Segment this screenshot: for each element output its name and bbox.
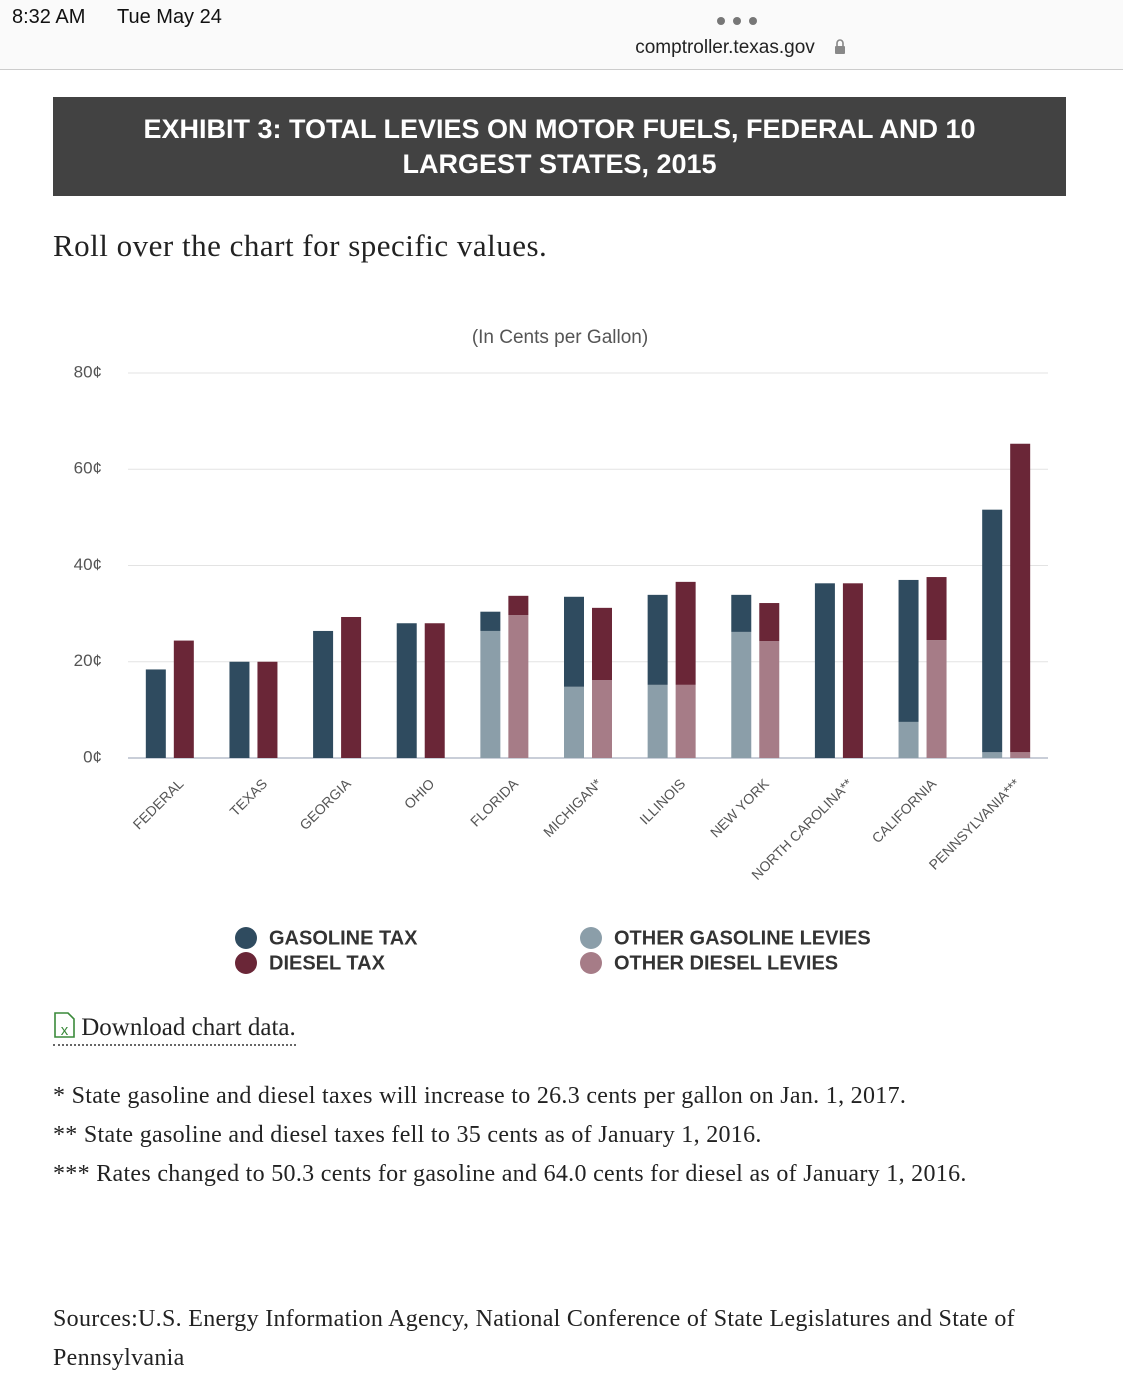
exhibit-title: EXHIBIT 3: TOTAL LEVIES ON MOTOR FUELS, … bbox=[53, 97, 1066, 196]
chart-subtitle: (In Cents per Gallon) bbox=[472, 327, 648, 348]
url[interactable]: comptroller.texas.gov bbox=[635, 37, 815, 58]
legend-swatch bbox=[580, 952, 602, 974]
legend-label: GASOLINE TAX bbox=[269, 927, 418, 949]
bar-segment bbox=[508, 595, 529, 616]
bar-segment bbox=[675, 684, 696, 758]
bar-segment bbox=[313, 630, 334, 758]
bar-segment bbox=[173, 640, 194, 758]
x-tick-label: PENNSYLVANIA*** bbox=[926, 775, 1024, 873]
bar-segment bbox=[731, 631, 752, 758]
y-tick-label: 60¢ bbox=[74, 459, 102, 478]
footnotes: * State gasoline and diesel taxes will i… bbox=[53, 1077, 1068, 1194]
time: 8:32 AM bbox=[12, 6, 86, 28]
download-text[interactable]: Download chart data. bbox=[81, 1014, 296, 1041]
y-tick-label: 0¢ bbox=[83, 747, 102, 766]
bar-segment bbox=[814, 583, 835, 758]
x-tick-label: MICHIGAN* bbox=[540, 775, 605, 840]
svg-text:x: x bbox=[61, 1022, 69, 1038]
bar-segment bbox=[842, 583, 863, 758]
legend-swatch bbox=[580, 927, 602, 949]
status-bar: 8:32 AM Tue May 24 comptroller.texas.gov bbox=[0, 0, 1123, 70]
bar-segment bbox=[257, 661, 278, 758]
footnote: * State gasoline and diesel taxes will i… bbox=[53, 1083, 907, 1109]
bar-segment bbox=[675, 581, 696, 685]
bar-segment bbox=[564, 596, 584, 687]
bar-segment bbox=[564, 686, 584, 758]
menu-dots[interactable] bbox=[716, 16, 758, 26]
x-tick-label: FEDERAL bbox=[130, 775, 187, 832]
x-tick-label: NEW YORK bbox=[707, 775, 773, 841]
y-tick-label: 40¢ bbox=[74, 555, 102, 574]
x-tick-label: TEXAS bbox=[226, 775, 270, 819]
legend-label: OTHER DIESEL LEVIES bbox=[614, 952, 838, 974]
x-tick-label: OHIO bbox=[401, 775, 438, 812]
legend-swatch bbox=[235, 952, 257, 974]
bar-segment bbox=[396, 623, 417, 758]
legend-label: OTHER GASOLINE LEVIES bbox=[614, 927, 871, 949]
excel-icon: x bbox=[54, 1012, 75, 1039]
bar-segment bbox=[647, 594, 668, 685]
bar-segment bbox=[592, 607, 612, 681]
bar-segment bbox=[759, 641, 780, 758]
bar-segment bbox=[982, 752, 1003, 758]
x-tick-label: ILLINOIS bbox=[636, 775, 688, 827]
chart: (In Cents per Gallon) 0¢ 20¢ 40¢ 60¢ 80¢ FEDE… bbox=[74, 327, 1048, 974]
bar-segment bbox=[508, 615, 529, 758]
x-tick-label: FLORIDA bbox=[467, 775, 522, 830]
bar-segment bbox=[982, 509, 1003, 753]
bar-segment bbox=[898, 579, 919, 722]
x-tick-label: GEORGIA bbox=[296, 775, 354, 833]
legend-swatch bbox=[235, 927, 257, 949]
date: Tue May 24 bbox=[117, 6, 222, 28]
x-tick-label: CALIFORNIA bbox=[869, 775, 940, 846]
bar-segment bbox=[1010, 443, 1031, 753]
bar-segment bbox=[647, 684, 668, 758]
y-tick-label: 80¢ bbox=[74, 362, 102, 381]
bar-segment bbox=[926, 577, 947, 641]
sources: Sources:U.S. Energy Information Agency, … bbox=[53, 1306, 1015, 1371]
y-tick-label: 20¢ bbox=[74, 651, 102, 670]
bar-segment bbox=[145, 669, 166, 758]
bar-segment bbox=[926, 640, 947, 758]
bar-segment bbox=[480, 630, 501, 758]
legend-label: DIESEL TAX bbox=[269, 952, 386, 974]
bar-segment bbox=[592, 680, 612, 758]
bar-segment bbox=[759, 603, 780, 642]
footnote: *** Rates changed to 50.3 cents for gaso… bbox=[53, 1161, 967, 1187]
bar-segment bbox=[731, 594, 752, 632]
bar-segment bbox=[229, 661, 250, 758]
download-link[interactable]: x Download chart data. bbox=[53, 1012, 296, 1046]
bar-segment bbox=[1010, 752, 1031, 758]
footnote: ** State gasoline and diesel taxes fell … bbox=[53, 1122, 762, 1148]
bar-segment bbox=[898, 721, 919, 758]
lock-icon bbox=[835, 39, 845, 54]
bar-segment bbox=[480, 611, 501, 631]
bar-segment bbox=[424, 623, 445, 758]
bar-segment bbox=[341, 616, 362, 758]
intro: Roll over the chart for specific values. bbox=[53, 228, 548, 263]
